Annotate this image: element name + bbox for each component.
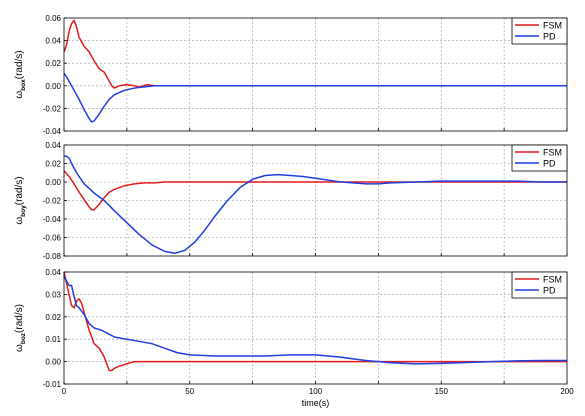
y-tick-label: -0.01 bbox=[43, 380, 62, 389]
legend-label-fsm: FSM bbox=[543, 21, 562, 31]
y-tick-label: 0.01 bbox=[45, 335, 61, 344]
plot-frame bbox=[63, 144, 568, 257]
y-tick-label: 0.00 bbox=[45, 178, 61, 187]
legend-label-pd: PD bbox=[543, 286, 556, 296]
y-tick-label: -0.02 bbox=[43, 197, 62, 206]
y-tick-label: 0.02 bbox=[45, 160, 61, 169]
legend-box bbox=[511, 271, 568, 299]
x-tick-label: 150 bbox=[435, 387, 449, 396]
series-line-fsm bbox=[63, 271, 567, 372]
subplot-3: 0.04 0.03 0.02 0.01 0.00 -0.010 50 100 150 200 FSM… bbox=[14, 268, 574, 408]
y-axis-label: ωboy(rad/s) bbox=[14, 176, 27, 224]
series-line-pd bbox=[63, 276, 567, 365]
y-axis-unit: (rad/s) bbox=[14, 304, 25, 333]
y-axis-symbol: ω bbox=[14, 91, 25, 99]
y-tick-label: -0.04 bbox=[43, 215, 62, 224]
y-tick-label: 0.04 bbox=[45, 268, 61, 277]
legend-label-fsm: FSM bbox=[543, 275, 562, 285]
y-tick-label: 0.00 bbox=[45, 358, 61, 367]
series-line-pd bbox=[64, 155, 567, 254]
legend-box bbox=[511, 17, 568, 45]
y-tick-label: 0.03 bbox=[45, 290, 61, 299]
y-axis-symbol: ω bbox=[14, 344, 25, 352]
plot-frame bbox=[63, 271, 568, 385]
y-axis-label: ωbox(rad/s) bbox=[14, 50, 27, 98]
y-axis-subscript: boz bbox=[20, 332, 27, 344]
x-tick-label: 200 bbox=[560, 387, 574, 396]
x-axis-label: time(s) bbox=[302, 398, 330, 408]
y-tick-label: 0.00 bbox=[45, 82, 61, 91]
y-tick-label: -0.04 bbox=[43, 127, 62, 136]
legend-label-pd: PD bbox=[543, 32, 556, 42]
y-tick-label: 0.06 bbox=[45, 14, 61, 23]
series-line-pd bbox=[63, 72, 567, 123]
legend-box bbox=[511, 144, 568, 172]
y-axis-symbol: ω bbox=[14, 217, 25, 225]
x-tick-label: 0 bbox=[62, 387, 67, 396]
x-tick-label: 100 bbox=[309, 387, 323, 396]
y-tick-label: 0.02 bbox=[45, 313, 61, 322]
plot-frame bbox=[63, 17, 568, 132]
legend-label-fsm: FSM bbox=[543, 148, 562, 158]
y-tick-label: 0.04 bbox=[45, 37, 61, 46]
series-line-fsm bbox=[63, 170, 567, 211]
y-axis-unit: (rad/s) bbox=[14, 176, 25, 205]
x-tick-label: 50 bbox=[185, 387, 194, 396]
y-tick-label: 0.04 bbox=[45, 141, 61, 150]
y-tick-label: -0.02 bbox=[43, 104, 62, 113]
y-axis-label: ωboz(rad/s) bbox=[14, 304, 27, 352]
y-tick-label: 0.02 bbox=[45, 59, 61, 68]
y-tick-label: -0.08 bbox=[43, 252, 62, 261]
y-axis-unit: (rad/s) bbox=[14, 50, 25, 79]
series-line-fsm bbox=[63, 19, 567, 89]
legend-label-pd: PD bbox=[543, 159, 556, 169]
y-tick-label: -0.06 bbox=[43, 234, 62, 243]
y-axis-subscript: boy bbox=[20, 205, 27, 217]
y-axis-subscript: box bbox=[20, 79, 27, 91]
